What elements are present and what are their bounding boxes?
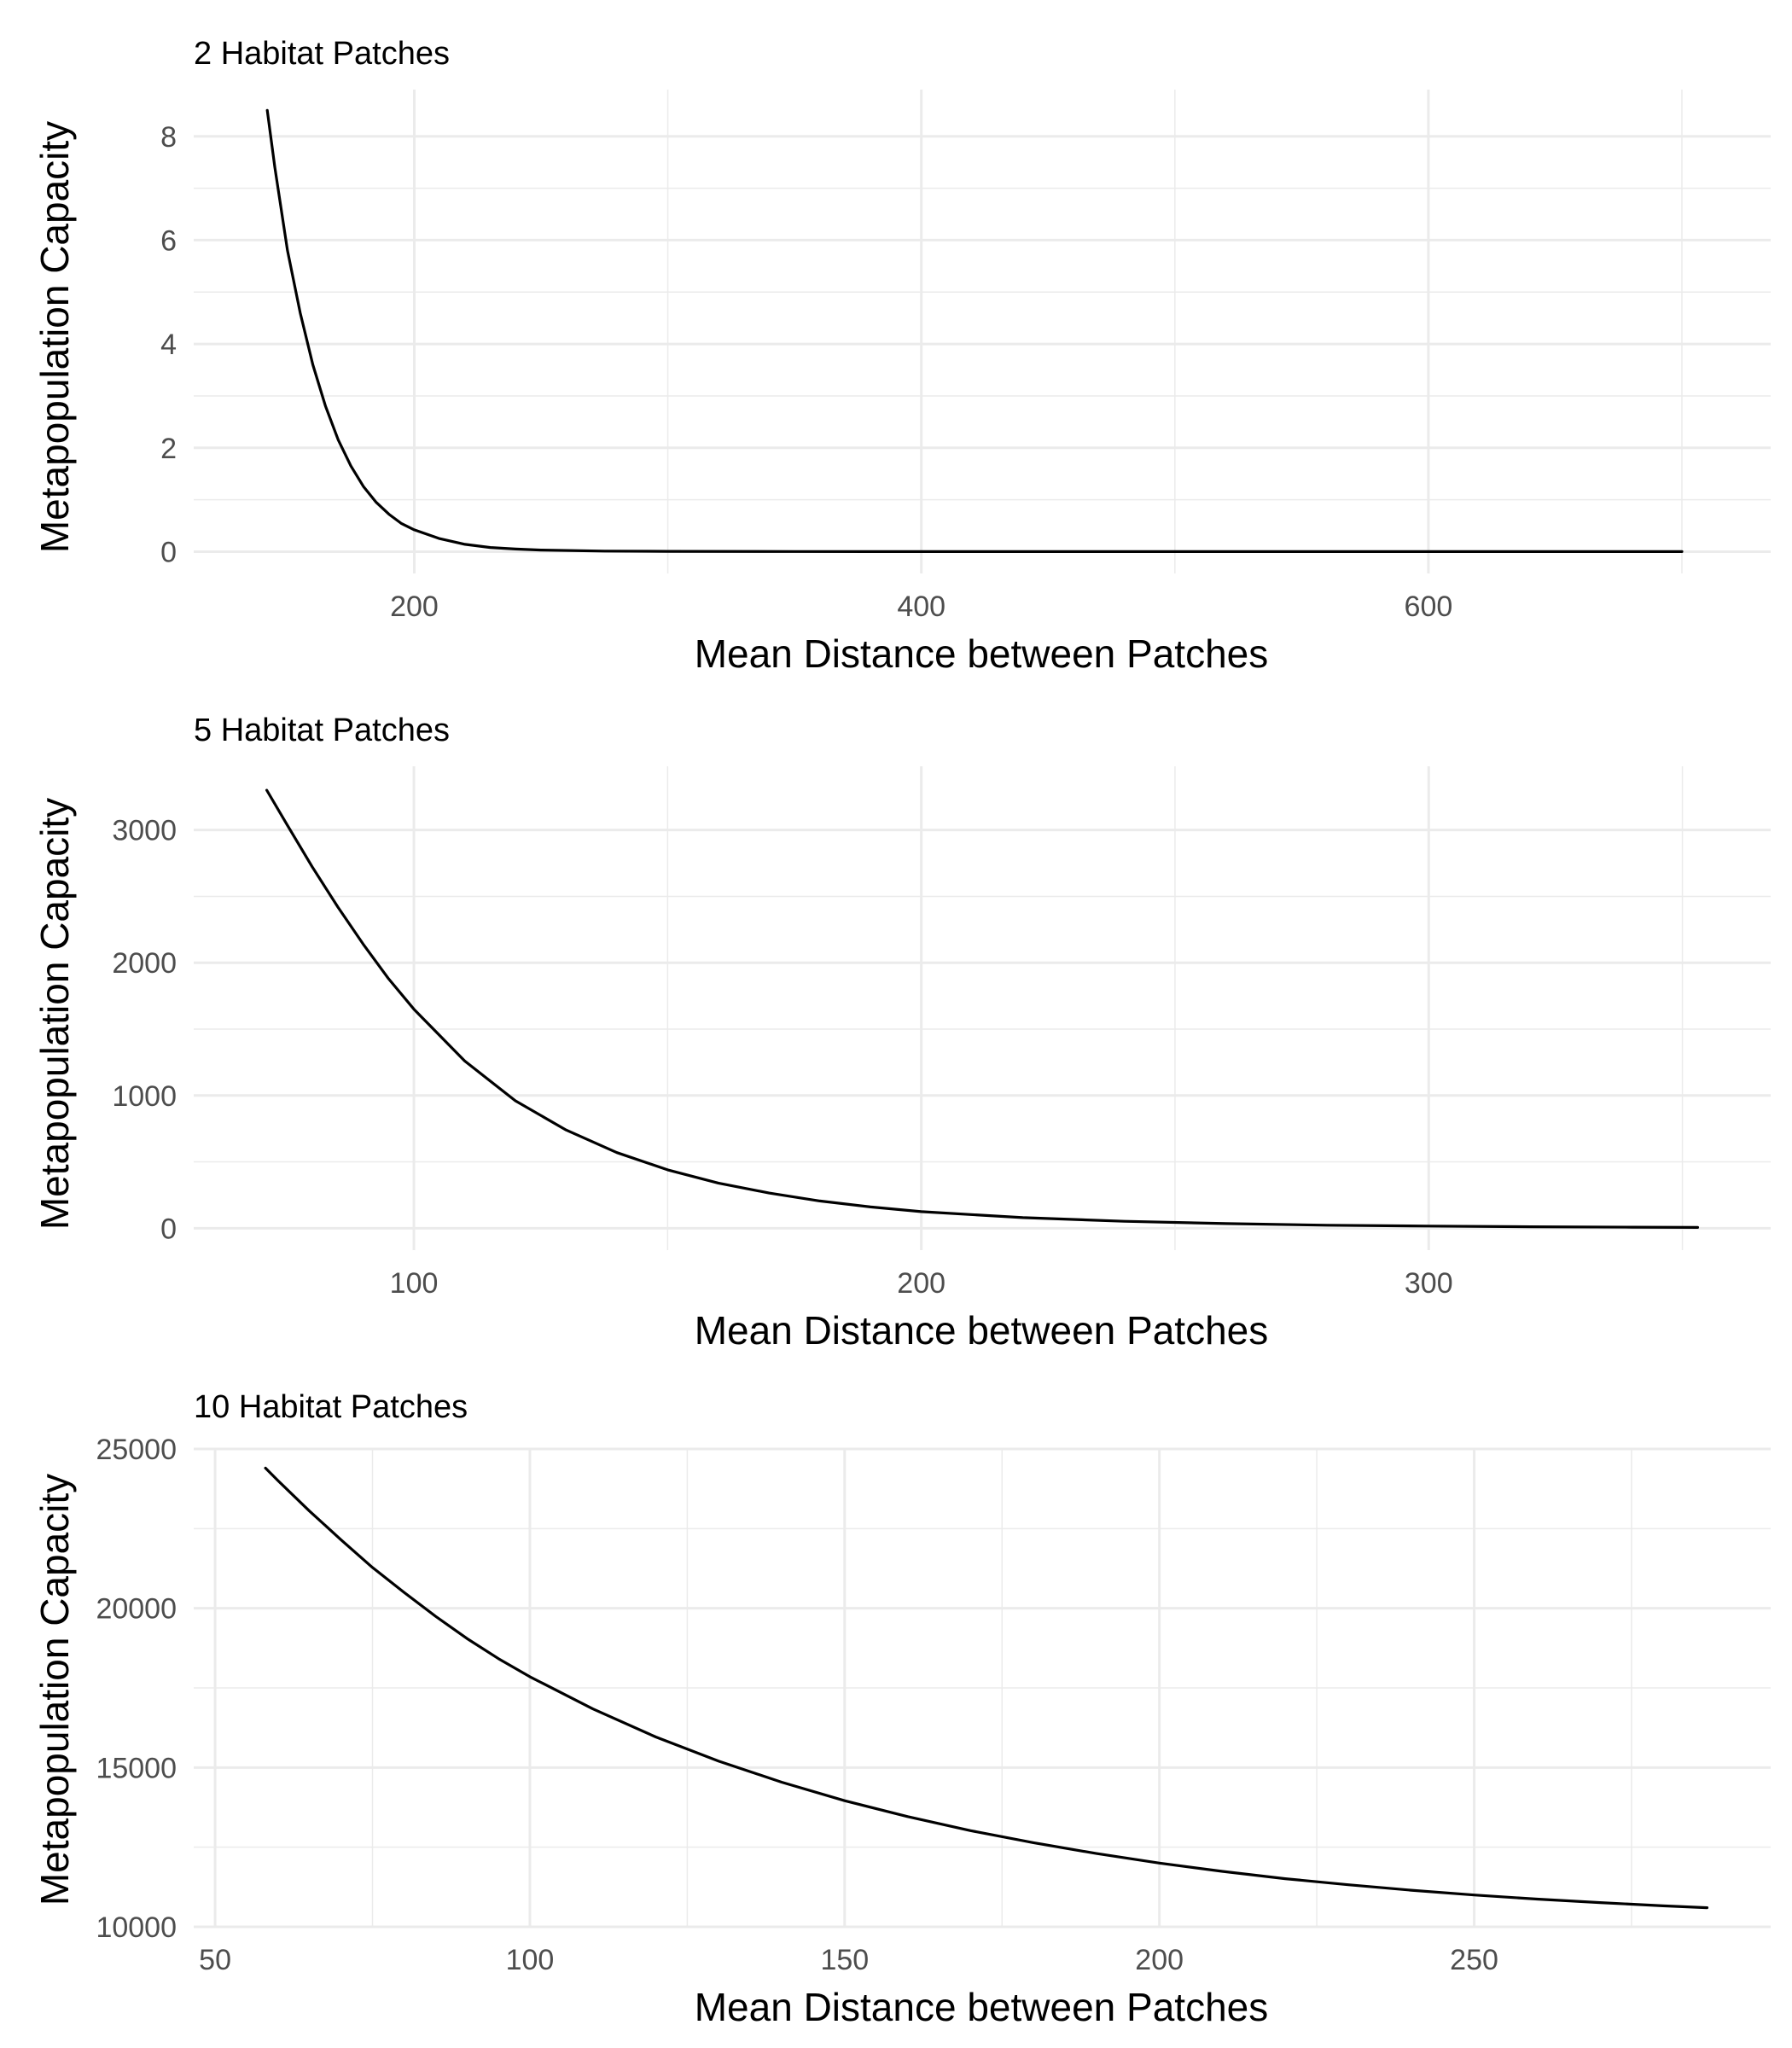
panel-3-x-tick-label: 50 — [199, 1944, 231, 1976]
panel-1: 2 Habitat Patches 0 2 4 6 8 200 400 600 Mean Di… — [32, 36, 1771, 676]
panel-2-grid — [194, 766, 1771, 1250]
panel-2-title: 5 Habitat Patches — [194, 713, 450, 748]
panel-2-x-axis-title: Mean Distance between Patches — [695, 1308, 1269, 1353]
panel-3: 10 Habitat Patches 10000 15000 20000 25000 5… — [32, 1389, 1771, 2029]
panel-2-y-tick-label: 3000 — [112, 815, 177, 847]
panel-1-y-tick-label: 2 — [160, 433, 177, 465]
panel-3-title: 10 Habitat Patches — [194, 1389, 468, 1425]
panel-3-x-axis-title: Mean Distance between Patches — [695, 1985, 1269, 2029]
panel-1-ticks: 0 2 4 6 8 200 400 600 — [160, 121, 1452, 623]
panel-1-curve — [265, 108, 1684, 553]
panel-2-x-tick-label: 100 — [390, 1267, 439, 1300]
panel-1-x-tick-label: 600 — [1405, 591, 1453, 623]
panel-2: 5 Habitat Patches 0 1000 2000 3000 100 200 300… — [32, 713, 1771, 1353]
panel-3-ticks: 10000 15000 20000 25000 50 100 150 200 250 — [96, 1434, 1498, 1976]
panel-3-y-tick-label: 20000 — [96, 1593, 177, 1626]
panel-2-y-tick-label: 0 — [160, 1213, 177, 1245]
panel-2-y-tick-label: 2000 — [112, 947, 177, 980]
panel-3-x-tick-label: 100 — [506, 1944, 555, 1976]
panel-1-y-tick-label: 0 — [160, 536, 177, 568]
panel-2-ticks: 0 1000 2000 3000 100 200 300 — [112, 815, 1452, 1300]
panel-3-grid — [194, 1447, 1771, 1929]
panel-2-curve — [265, 788, 1699, 1229]
panel-1-y-tick-label: 6 — [160, 224, 177, 257]
panel-2-x-tick-label: 200 — [897, 1267, 945, 1300]
panel-3-y-axis-title: Metapopulation Capacity — [32, 1474, 77, 1905]
panel-3-y-tick-label: 25000 — [96, 1434, 177, 1466]
panel-1-x-tick-label: 400 — [897, 591, 945, 623]
panel-1-x-tick-label: 200 — [390, 591, 439, 623]
panel-2-y-tick-label: 1000 — [112, 1080, 177, 1113]
panel-1-x-axis-title: Mean Distance between Patches — [695, 631, 1269, 676]
panel-2-y-axis-title: Metapopulation Capacity — [32, 798, 77, 1230]
panel-3-x-tick-label: 150 — [820, 1944, 869, 1976]
panel-2-x-tick-label: 300 — [1405, 1267, 1453, 1300]
panel-1-y-tick-label: 4 — [160, 329, 177, 361]
panel-3-curve — [264, 1466, 1709, 1910]
panel-3-x-tick-label: 200 — [1135, 1944, 1184, 1976]
panel-3-y-tick-label: 10000 — [96, 1911, 177, 1944]
panel-1-y-tick-label: 8 — [160, 121, 177, 154]
panel-1-y-axis-title: Metapopulation Capacity — [32, 121, 77, 553]
panel-1-grid — [194, 90, 1771, 573]
panel-3-x-tick-label: 250 — [1450, 1944, 1498, 1976]
panel-3-y-tick-label: 15000 — [96, 1752, 177, 1784]
panel-1-title: 2 Habitat Patches — [194, 36, 450, 72]
